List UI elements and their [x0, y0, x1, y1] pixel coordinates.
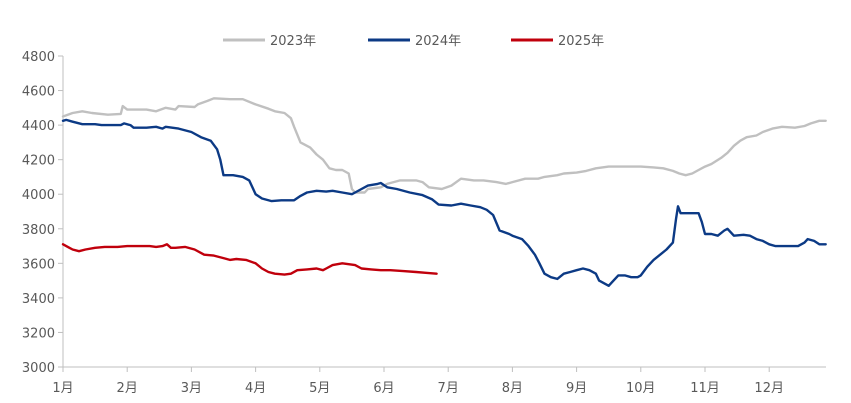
- x-tick-label: 1月: [52, 381, 73, 396]
- x-tick-label: 12月: [754, 381, 784, 396]
- x-tick-label: 11月: [690, 381, 720, 396]
- x-tick-label: 6月: [373, 381, 394, 396]
- y-tick-label: 4600: [22, 85, 55, 100]
- legend: 2023年 2024年 2025年: [223, 34, 604, 49]
- x-tick-label: 2月: [117, 381, 138, 396]
- x-tick-label: 3月: [181, 381, 202, 396]
- y-tick-label: 3600: [22, 257, 55, 272]
- y-tick-label: 3800: [22, 223, 55, 238]
- x-tick-label: 9月: [566, 381, 587, 396]
- series-line-2023年: [61, 97, 827, 194]
- y-tick-label: 4400: [22, 119, 55, 134]
- y-tick-label: 4200: [22, 154, 55, 169]
- x-tick-label: 5月: [309, 381, 330, 396]
- legend-label: 2024年: [415, 34, 461, 49]
- y-axis: 4800 4600 4400 4200 4000 3800 3600 3400 3200 3000: [22, 50, 64, 376]
- x-tick-label: 4月: [245, 381, 266, 396]
- y-tick-label: 4800: [22, 50, 55, 65]
- series-line-2025年: [61, 243, 438, 276]
- y-tick-label: 3200: [22, 326, 55, 341]
- y-tick-label: 3000: [22, 361, 55, 376]
- x-tick-label: 10月: [626, 381, 656, 396]
- legend-label: 2025年: [558, 34, 604, 49]
- legend-label: 2023年: [270, 34, 316, 49]
- plot-area: [61, 97, 827, 287]
- x-tick-label: 7月: [438, 381, 459, 396]
- y-tick-label: 3400: [22, 292, 55, 307]
- series-line-2024年: [61, 118, 827, 287]
- y-tick-label: 4000: [22, 188, 55, 203]
- x-tick-label: 8月: [502, 381, 523, 396]
- x-axis: 1月 2月 3月 4月 5月 6月 7月 8月 9月 10月 11月 12月: [52, 366, 826, 396]
